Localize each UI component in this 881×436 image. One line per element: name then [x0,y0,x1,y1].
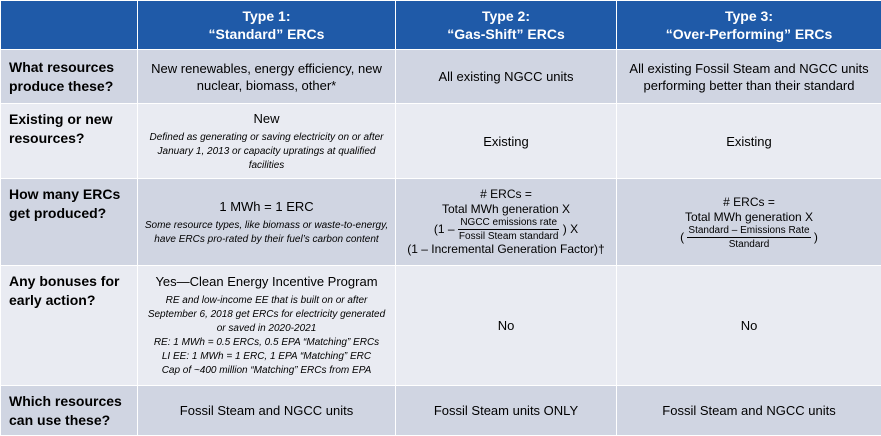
cell-use-type2: Fossil Steam units ONLY [396,386,617,436]
row-howmany: How many ERCs get produced? 1 MWh = 1 ER… [1,179,881,266]
cell-existing-type2: Existing [396,104,617,179]
row-use: Which resources can use these? Fossil St… [1,386,881,436]
cell-howmany-type3: # ERCs = Total MWh generation X ( Standa… [617,179,881,266]
cell-existing-type1: New Defined as generating or saving elec… [138,104,396,179]
existing-type1-note: Defined as generating or saving electric… [144,131,389,173]
bonuses-type1-main: Yes—Clean Energy Incentive Program [144,273,389,290]
cell-existing-type3: Existing [617,104,881,179]
howmany-type2-formula: (1 – NGCC emissions rate Fossil Steam st… [402,217,610,242]
header-type3: Type 3: “Over-Performing” ERCs [617,1,881,50]
header-type1-line2: “Standard” ERCs [144,25,389,43]
row-label-bonuses: Any bonuses for early action? [1,266,138,386]
howmany-type2-line1: # ERCs = [402,187,610,202]
header-type1-line1: Type 1: [144,7,389,25]
howmany-type1-note: Some resource types, like biomass or was… [144,219,389,247]
cell-howmany-type2: # ERCs = Total MWh generation X (1 – NGC… [396,179,617,266]
header-type3-line1: Type 3: [623,7,875,25]
header-type1: Type 1: “Standard” ERCs [138,1,396,50]
cell-use-type1: Fossil Steam and NGCC units [138,386,396,436]
howmany-type3-close: ) [814,230,818,244]
existing-type1-main: New [144,110,389,127]
howmany-type3-formula: ( Standard – Emissions Rate Standard ) [623,225,875,250]
howmany-type2-open: (1 – [434,222,455,236]
row-bonuses: Any bonuses for early action? Yes—Clean … [1,266,881,386]
row-label-existing: Existing or new resources? [1,104,138,179]
row-label-use: Which resources can use these? [1,386,138,436]
bonuses-type1-note3: LI EE: 1 MWh = 1 ERC, 1 EPA “Matching” E… [144,350,389,364]
cell-bonuses-type1: Yes—Clean Energy Incentive Program RE an… [138,266,396,386]
howmany-type3-open: ( [680,230,684,244]
bonuses-type1-note1: RE and low-income EE that is built on or… [144,294,389,336]
howmany-type3-numerator: Standard – Emissions Rate [687,225,810,238]
row-label-howmany: How many ERCs get produced? [1,179,138,266]
cell-resources-type1: New renewables, energy efficiency, new n… [138,50,396,104]
cell-resources-type3: All existing Fossil Steam and NGCC units… [617,50,881,104]
row-existing: Existing or new resources? New Defined a… [1,104,881,179]
bonuses-type1-note2: RE: 1 MWh = 0.5 ERCs, 0.5 EPA “Matching”… [144,336,389,350]
row-resources: What resources produce these? New renewa… [1,50,881,104]
row-label-resources: What resources produce these? [1,50,138,104]
howmany-type2-line4: (1 – Incremental Generation Factor)† [402,242,610,257]
howmany-type2-fraction: NGCC emissions rate Fossil Steam standar… [458,217,560,242]
bonuses-type1-note4: Cap of ~400 million “Matching” ERCs from… [144,364,389,378]
howmany-type3-fraction: Standard – Emissions Rate Standard [687,225,810,250]
header-row: Type 1: “Standard” ERCs Type 2: “Gas-Shi… [1,1,881,50]
howmany-type3-line1: # ERCs = [623,195,875,210]
header-type2-line1: Type 2: [402,7,610,25]
header-type2-line2: “Gas-Shift” ERCs [402,25,610,43]
corner-cell [1,1,138,50]
header-type3-line2: “Over-Performing” ERCs [623,25,875,43]
header-type2: Type 2: “Gas-Shift” ERCs [396,1,617,50]
cell-resources-type2: All existing NGCC units [396,50,617,104]
howmany-type3-line2: Total MWh generation X [623,210,875,225]
cell-use-type3: Fossil Steam and NGCC units [617,386,881,436]
howmany-type1-main: 1 MWh = 1 ERC [144,198,389,215]
cell-bonuses-type2: No [396,266,617,386]
howmany-type2-numerator: NGCC emissions rate [458,217,560,230]
cell-bonuses-type3: No [617,266,881,386]
howmany-type2-close: ) X [563,222,578,236]
howmany-type3-denominator: Standard [687,238,810,250]
howmany-type2-line2: Total MWh generation X [402,202,610,217]
cell-howmany-type1: 1 MWh = 1 ERC Some resource types, like … [138,179,396,266]
howmany-type2-denominator: Fossil Steam standard [458,230,560,242]
